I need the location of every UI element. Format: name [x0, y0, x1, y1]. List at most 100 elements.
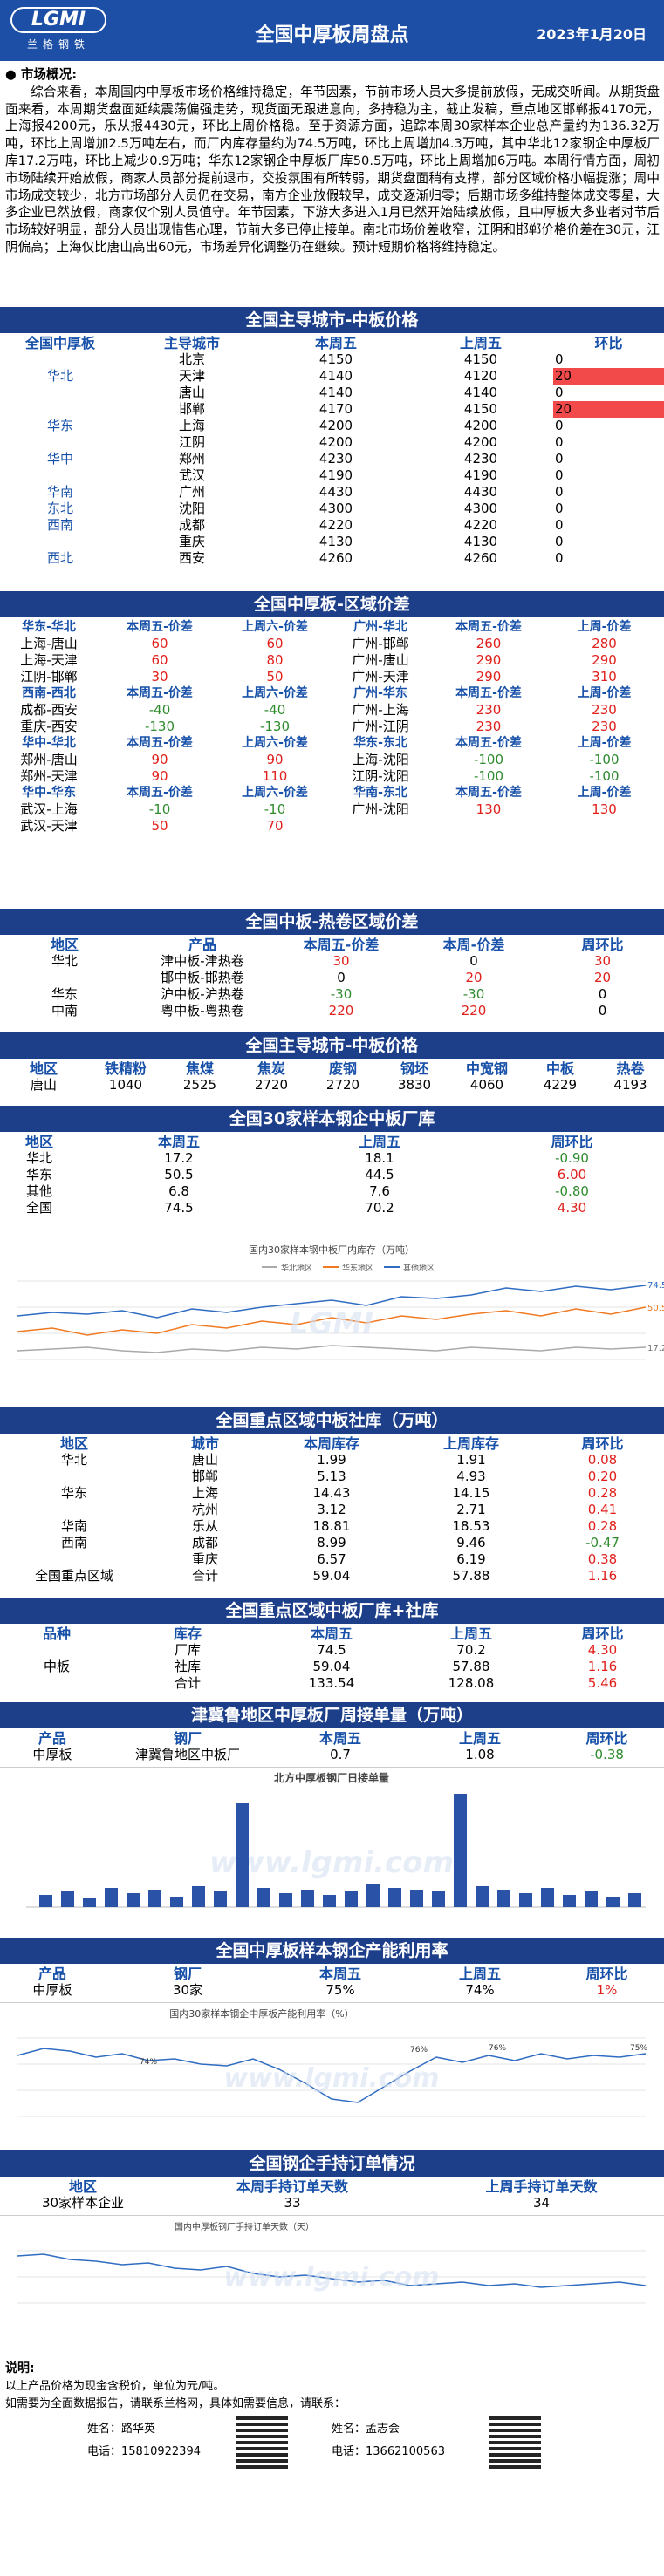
previous-price: 4150: [463, 401, 498, 417]
bar: [628, 1893, 641, 1907]
table-header: 上周五: [458, 1966, 501, 1982]
contact-1-phone[interactable]: 电话：15810922394: [87, 2445, 201, 2458]
inventory-cell: -0.80: [555, 1183, 589, 1199]
contact-1-name: 姓名：路华英: [87, 2423, 156, 2436]
previous-price: 4190: [463, 467, 498, 483]
table-header: 产品: [188, 937, 216, 953]
table-header: 环比: [594, 335, 623, 351]
current-price: 4140: [318, 385, 353, 400]
chart-title: 国内中厚板钢厂手持订单天数（天）: [175, 2221, 314, 2232]
table-row: 上海-天津 60 80 广州-唐山 290 290: [0, 652, 664, 669]
table-header: 钢厂: [173, 1966, 202, 1982]
spread-cell: 230: [476, 702, 502, 718]
table-row: 杭州 3.12 2.71 0.41: [0, 1502, 664, 1518]
inventory-cell: -0.90: [555, 1150, 589, 1166]
label-3: 76%: [489, 2044, 506, 2053]
series-line-east: [17, 1306, 647, 1336]
table-row: 其他 6.8 7.6 -0.80: [0, 1183, 664, 1200]
social-inventory-cell: [0, 1551, 148, 1568]
previous-price: 4130: [463, 534, 498, 549]
table-header: 本周五: [310, 1625, 353, 1642]
footer-label: 说明:: [5, 2361, 35, 2375]
bar: [497, 1890, 510, 1907]
spread-cell: -10: [148, 801, 171, 817]
city-cell: 沈阳: [178, 501, 205, 516]
city-cell: 邯郸: [178, 401, 205, 417]
table-header: 上周六-价差: [242, 736, 308, 750]
bar: [563, 1895, 576, 1907]
social-inventory-cell: 1.99: [317, 1452, 346, 1468]
bar: [606, 1897, 620, 1907]
table-row: 邯郸 4170 4150 20: [0, 401, 664, 418]
bar: [39, 1895, 52, 1907]
hot-coil-cell: 220: [461, 1003, 487, 1019]
table-header: 本周五-价差: [455, 736, 522, 750]
table-header: 地区: [29, 1060, 58, 1077]
table-row: 郑州-唐山 90 90 上海-沈阳 -100 -100: [0, 752, 664, 768]
table-header: 品种: [42, 1625, 71, 1642]
social-inventory-cell: 14.43: [312, 1485, 351, 1501]
bar: [432, 1891, 445, 1907]
table-row: 西北 西安 4260 4260 0: [0, 550, 664, 567]
social-inventory-cell: 57.88: [452, 1568, 490, 1584]
contact-2-phone[interactable]: 电话：13662100563: [332, 2445, 445, 2458]
change-cell: 0: [555, 351, 564, 367]
hot-coil-cell: 30: [593, 953, 612, 969]
social-inventory-cell: 6.57: [317, 1551, 346, 1567]
inventory-cell: 17.2: [164, 1150, 194, 1166]
table-header: 废钢: [328, 1060, 357, 1077]
table-header: 地区: [68, 2178, 97, 2195]
region-cell: 华南: [46, 484, 73, 500]
raw-material-cell: 4060: [469, 1077, 504, 1093]
qr-code-1[interactable]: [236, 2416, 288, 2469]
spread-cell: -100: [589, 768, 620, 784]
inventory-cell: 全国: [25, 1200, 52, 1216]
overview-heading: ● 市场概况:: [5, 67, 78, 82]
table-header: 本周五-价差: [303, 937, 380, 953]
orders-cell: 1.08: [465, 1747, 495, 1762]
change-cell: 0: [555, 534, 564, 549]
change-cell: 0: [555, 451, 564, 467]
city-price-table: 全国中厚板 主导城市 本周五 上周五 环比 北京 4150 4150 0 华北 天津 4140 412…: [0, 335, 664, 567]
section-title-capacity: 全国中厚板样本钢企产能利用率: [0, 1938, 664, 1964]
bar: [214, 1891, 227, 1907]
table-row: 邯郸 5.13 4.93 0.20: [0, 1469, 664, 1485]
spread-cell: 广州-江阴: [352, 719, 409, 734]
social-inventory-cell: 0.41: [587, 1502, 618, 1517]
spread-cell: -40: [264, 702, 286, 718]
change-cell: 0: [555, 418, 564, 433]
table-header: 本周五-价差: [455, 686, 522, 700]
table-header: 上周库存: [442, 1435, 499, 1452]
total-inventory-cell: 133.54: [308, 1675, 355, 1691]
bar: [366, 1884, 380, 1907]
inventory-cell: 4.30: [557, 1200, 587, 1216]
social-inventory-cell: 0.08: [587, 1452, 618, 1468]
social-inventory-cell: 9.46: [456, 1535, 486, 1550]
chart-mill-inventory: 国内30家样本钢中板厂内库存（万吨） 华北地区 华东地区 其他地区 74.5 5…: [0, 1237, 664, 1402]
spread-cell: 上海-沈阳: [352, 752, 409, 767]
previous-price: 4300: [463, 501, 498, 516]
social-inventory-cell: 0.38: [587, 1551, 618, 1567]
table-header: 地区: [24, 1134, 53, 1150]
section-title-hot-coil-spread: 全国中板-热卷区域价差: [0, 909, 664, 935]
change-cell: 0: [555, 501, 564, 516]
table-row: 华北 天津 4140 4120 20: [0, 368, 664, 385]
social-inventory-cell: 0.28: [587, 1485, 618, 1501]
table-header: 本周五: [314, 335, 357, 351]
city-cell: 唐山: [178, 385, 205, 400]
qr-code-2[interactable]: [489, 2416, 541, 2469]
section-title-orders: 津冀鲁地区中厚板厂周接单量（万吨）: [0, 1702, 664, 1728]
inventory-cell: 74.5: [164, 1200, 194, 1216]
capacity-cell: 75%: [325, 1982, 355, 1998]
table-row: 武汉 4190 4190 0: [0, 467, 664, 484]
social-inventory-cell: 华北: [60, 1452, 87, 1468]
change-cell: 20: [553, 401, 664, 418]
table-header: 热卷: [616, 1060, 645, 1077]
table-header: 地区: [50, 937, 79, 953]
series-line-total: [17, 1285, 647, 1319]
table-row: 华中 郑州 4230 4230 0: [0, 451, 664, 467]
region-cell: 华中: [46, 451, 73, 467]
order-days-table: 地区 本周手持订单天数 上周手持订单天数 30家样本企业 33 34: [0, 2178, 664, 2211]
table-row: 全国重点区域 合计 59.04 57.88 1.16: [0, 1568, 664, 1584]
table-header: 库存: [173, 1625, 202, 1642]
